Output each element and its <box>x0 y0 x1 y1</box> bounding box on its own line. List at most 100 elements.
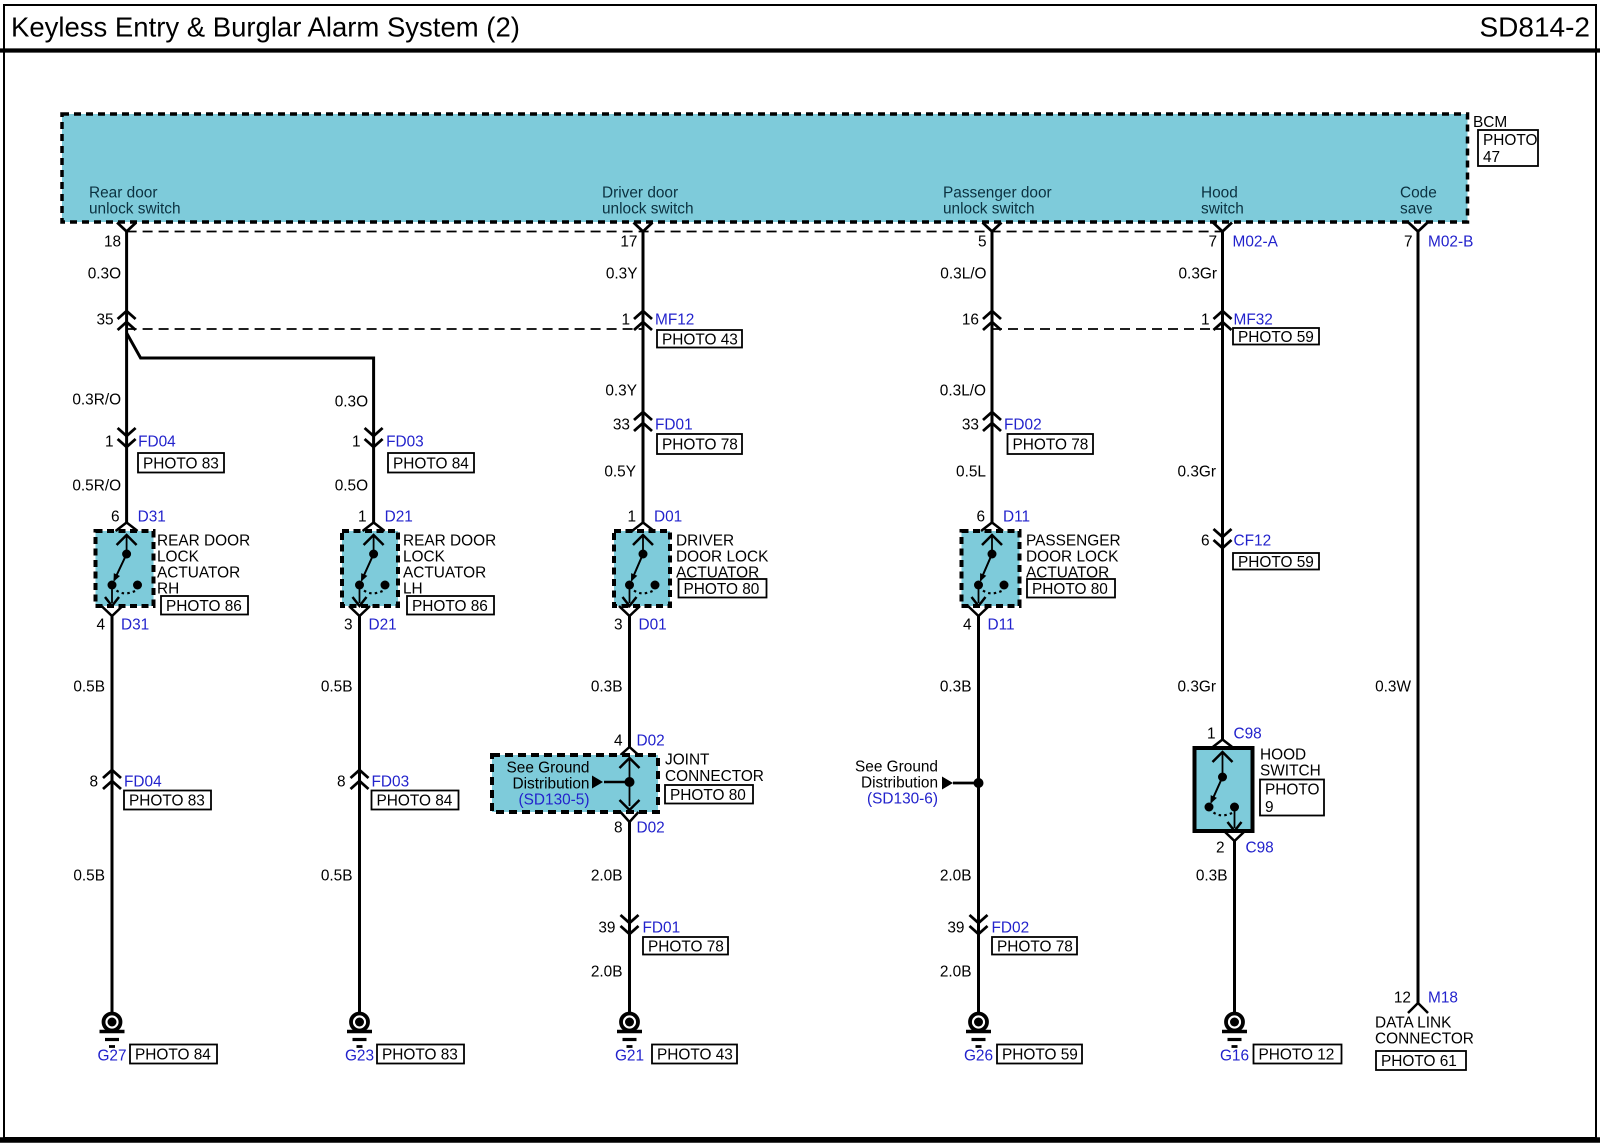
svg-text:FD01: FD01 <box>643 920 681 937</box>
svg-text:PHOTO 59: PHOTO 59 <box>1002 1047 1078 1064</box>
svg-text:0.5R/O: 0.5R/O <box>72 478 121 495</box>
svg-text:Driver door: Driver door <box>602 185 678 202</box>
svg-text:CONNECTOR: CONNECTOR <box>665 768 764 785</box>
svg-text:PHOTO 84: PHOTO 84 <box>135 1047 211 1064</box>
svg-text:7: 7 <box>1404 234 1413 251</box>
svg-text:Distribution: Distribution <box>513 776 590 793</box>
svg-text:PHOTO 43: PHOTO 43 <box>657 1047 733 1064</box>
svg-text:SWITCH: SWITCH <box>1260 763 1321 780</box>
svg-text:1: 1 <box>358 509 367 526</box>
svg-text:unlock switch: unlock switch <box>602 201 694 218</box>
svg-text:G16: G16 <box>1220 1048 1249 1065</box>
svg-text:DOOR LOCK: DOOR LOCK <box>676 549 769 566</box>
svg-text:0.3L/O: 0.3L/O <box>940 383 986 400</box>
svg-text:RH: RH <box>157 581 179 598</box>
svg-text:D02: D02 <box>637 733 665 750</box>
svg-text:9: 9 <box>1265 799 1274 816</box>
svg-text:G27: G27 <box>97 1048 126 1065</box>
svg-text:1: 1 <box>621 312 630 329</box>
svg-text:Passenger door: Passenger door <box>943 185 1052 202</box>
svg-text:0.3R/O: 0.3R/O <box>72 392 121 409</box>
svg-text:G21: G21 <box>615 1048 644 1065</box>
svg-text:D21: D21 <box>369 617 397 634</box>
svg-text:0.5B: 0.5B <box>321 868 353 885</box>
svg-text:0.5B: 0.5B <box>73 679 105 696</box>
svg-text:1: 1 <box>627 509 636 526</box>
svg-text:See Ground: See Ground <box>507 760 590 777</box>
svg-text:MF12: MF12 <box>655 312 694 329</box>
svg-text:PHOTO 61: PHOTO 61 <box>1381 1053 1457 1070</box>
svg-text:PHOTO 86: PHOTO 86 <box>412 598 488 615</box>
svg-text:2.0B: 2.0B <box>940 964 972 981</box>
svg-text:REAR DOOR: REAR DOOR <box>157 533 250 550</box>
svg-text:PHOTO 80: PHOTO 80 <box>1032 581 1108 598</box>
svg-text:6: 6 <box>976 509 985 526</box>
svg-text:D02: D02 <box>637 820 665 837</box>
svg-text:PHOTO 12: PHOTO 12 <box>1259 1047 1335 1064</box>
svg-text:8: 8 <box>337 774 346 791</box>
svg-text:8: 8 <box>614 820 623 837</box>
svg-text:LOCK: LOCK <box>403 549 446 566</box>
svg-text:PHOTO 43: PHOTO 43 <box>662 331 738 348</box>
svg-text:Distribution: Distribution <box>861 775 938 792</box>
svg-text:M02-B: M02-B <box>1428 234 1473 251</box>
svg-text:FD03: FD03 <box>386 434 424 451</box>
svg-text:switch: switch <box>1201 201 1244 218</box>
svg-text:unlock switch: unlock switch <box>89 201 181 218</box>
svg-text:0.5B: 0.5B <box>73 868 105 885</box>
svg-text:0.3O: 0.3O <box>335 394 368 411</box>
svg-text:PHOTO 78: PHOTO 78 <box>662 437 738 454</box>
svg-text:FD04: FD04 <box>138 434 176 451</box>
svg-text:DRIVER: DRIVER <box>676 533 734 550</box>
svg-text:D31: D31 <box>138 509 166 526</box>
svg-text:CF12: CF12 <box>1234 533 1272 550</box>
svg-text:PHOTO 78: PHOTO 78 <box>1013 437 1089 454</box>
svg-text:17: 17 <box>620 234 637 251</box>
svg-text:SD814-2: SD814-2 <box>1479 12 1590 43</box>
svg-text:PHOTO 83: PHOTO 83 <box>143 455 219 472</box>
svg-text:HOOD: HOOD <box>1260 747 1306 764</box>
svg-text:7: 7 <box>1208 234 1217 251</box>
svg-text:0.3Gr: 0.3Gr <box>1178 679 1217 696</box>
svg-text:PHOTO 83: PHOTO 83 <box>382 1047 458 1064</box>
svg-text:LH: LH <box>403 581 423 598</box>
svg-text:33: 33 <box>613 417 630 434</box>
svg-text:1: 1 <box>1207 726 1216 743</box>
svg-text:DATA LINK: DATA LINK <box>1375 1015 1452 1032</box>
svg-text:MF32: MF32 <box>1234 312 1273 329</box>
svg-text:6: 6 <box>111 509 120 526</box>
svg-text:CONNECTOR: CONNECTOR <box>1375 1031 1474 1048</box>
svg-text:39: 39 <box>947 920 964 937</box>
svg-text:3: 3 <box>614 617 623 634</box>
svg-text:4: 4 <box>963 617 972 634</box>
svg-text:unlock switch: unlock switch <box>943 201 1035 218</box>
svg-text:12: 12 <box>1394 990 1411 1007</box>
svg-text:0.5O: 0.5O <box>335 478 368 495</box>
svg-text:PHOTO 78: PHOTO 78 <box>997 938 1073 955</box>
svg-text:PHOTO: PHOTO <box>1265 782 1319 799</box>
svg-text:M02-A: M02-A <box>1233 234 1279 251</box>
svg-text:PHOTO 84: PHOTO 84 <box>393 455 469 472</box>
svg-text:2: 2 <box>1216 840 1225 857</box>
svg-text:ACTUATOR: ACTUATOR <box>676 565 759 582</box>
svg-text:C98: C98 <box>1246 840 1274 857</box>
svg-text:D01: D01 <box>639 617 667 634</box>
svg-text:FD04: FD04 <box>124 774 162 791</box>
svg-text:See Ground: See Ground <box>855 759 938 776</box>
svg-text:DOOR LOCK: DOOR LOCK <box>1026 549 1119 566</box>
svg-text:0.3B: 0.3B <box>591 679 623 696</box>
svg-text:8: 8 <box>89 774 98 791</box>
svg-text:2.0B: 2.0B <box>940 868 972 885</box>
svg-text:0.3L/O: 0.3L/O <box>940 266 986 283</box>
svg-text:PHOTO: PHOTO <box>1483 132 1537 149</box>
svg-text:PHOTO 84: PHOTO 84 <box>377 793 453 810</box>
svg-text:0.3W: 0.3W <box>1375 679 1411 696</box>
svg-text:0.5B: 0.5B <box>321 679 353 696</box>
svg-text:0.5L: 0.5L <box>956 464 986 481</box>
svg-text:M18: M18 <box>1428 990 1458 1007</box>
svg-text:0.3O: 0.3O <box>88 266 121 283</box>
svg-text:33: 33 <box>962 417 979 434</box>
svg-text:G26: G26 <box>964 1048 993 1065</box>
svg-text:D21: D21 <box>385 509 413 526</box>
svg-text:0.3B: 0.3B <box>1196 868 1228 885</box>
